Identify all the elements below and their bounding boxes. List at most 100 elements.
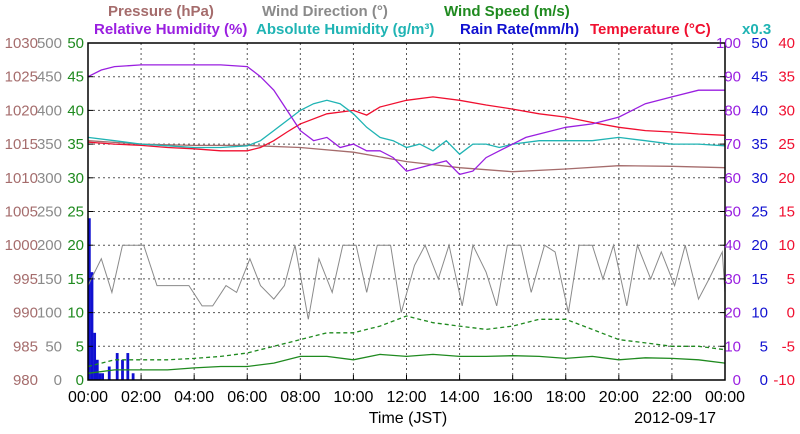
tick-wind-speed: 25: [67, 204, 84, 221]
tick-rh: 100: [716, 35, 741, 52]
tick-rh: 0: [733, 372, 741, 389]
legend-wind-direction: Wind Direction (°): [262, 3, 388, 20]
tick-pressure: 990: [13, 305, 38, 322]
tick-pressure: 980: [13, 372, 38, 389]
x-tick-label: 22:00: [652, 389, 692, 406]
rain-bar: [98, 373, 102, 380]
x-tick-label: 02:00: [121, 389, 161, 406]
legend-rain-rate: Rain Rate(mm/h): [460, 21, 579, 38]
tick-pressure: 1025: [5, 69, 38, 86]
tick-wind-dir: 150: [37, 271, 62, 288]
tick-wind-dir: 100: [37, 305, 62, 322]
series-pressure: [87, 140, 726, 173]
tick-rh: 50: [724, 204, 741, 221]
tick-wind-dir: 300: [37, 170, 62, 187]
tick-wind-dir: 400: [37, 102, 62, 119]
legend-absolute-humidity: Absolute Humidity (g/m³): [256, 21, 434, 38]
tick-wind-dir: 250: [37, 204, 62, 221]
tick-wind-dir: 200: [37, 237, 62, 254]
rain-bar: [126, 353, 130, 380]
tick-rain: 50: [751, 35, 768, 52]
legend-relative-humidity: Relative Humidity (%): [94, 21, 247, 38]
tick-rain: 5: [760, 338, 768, 355]
tick-wind-speed: 45: [67, 69, 84, 86]
series-wind-speed-gust: [87, 315, 726, 368]
legend-temperature: Temperature (°C): [590, 21, 711, 38]
tick-wind-dir: 350: [37, 136, 62, 153]
tick-wind-speed: 40: [67, 102, 84, 119]
tick-pressure: 995: [13, 271, 38, 288]
tick-rain: 30: [751, 170, 768, 187]
series-wind-dir: [87, 243, 726, 320]
x-tick-label: 06:00: [227, 389, 267, 406]
rain-bar: [90, 272, 94, 380]
tick-temp: 30: [778, 102, 795, 119]
tick-temp: 0: [787, 305, 795, 322]
tick-temp: 5: [787, 271, 795, 288]
tick-wind-speed: 5: [76, 338, 84, 355]
rain-bar: [131, 373, 135, 380]
tick-temp: 40: [778, 35, 795, 52]
legend: Pressure (hPa) Wind Direction (°) Wind S…: [94, 3, 771, 38]
tick-temp: -10: [773, 372, 795, 389]
tick-rh: 30: [724, 271, 741, 288]
series-ah: [87, 99, 726, 156]
tick-temp: 15: [778, 204, 795, 221]
tick-rh: 70: [724, 136, 741, 153]
x-axis-label: Time (JST): [369, 410, 448, 427]
rain-bar: [107, 366, 111, 380]
tick-wind-speed: 0: [76, 372, 84, 389]
rain-bar: [93, 332, 97, 380]
x-tick-label: 08:00: [280, 389, 320, 406]
tick-rh: 90: [724, 69, 741, 86]
rain-bar: [115, 353, 119, 380]
date-label: 2012-09-17: [634, 410, 716, 427]
tick-rain: 25: [751, 204, 768, 221]
x-tick-label: 00:00: [68, 389, 108, 406]
tick-wind-speed: 30: [67, 170, 84, 187]
tick-rain: 10: [751, 305, 768, 322]
x-tick-label: 04:00: [174, 389, 214, 406]
tick-wind-speed: 35: [67, 136, 84, 153]
tick-rain: 45: [751, 69, 768, 86]
x-tick-label: 10:00: [333, 389, 373, 406]
tick-temp: 35: [778, 69, 795, 86]
x-tick-label: 20:00: [599, 389, 639, 406]
tick-temp: -5: [782, 338, 795, 355]
tick-rh: 60: [724, 170, 741, 187]
tick-temp: 25: [778, 136, 795, 153]
tick-rain: 20: [751, 237, 768, 254]
tick-pressure: 1010: [5, 170, 38, 187]
tick-wind-dir: 450: [37, 69, 62, 86]
tick-rh: 20: [724, 305, 741, 322]
tick-temp: 10: [778, 237, 795, 254]
x-tick-label: 16:00: [493, 389, 533, 406]
series-rh: [87, 64, 725, 176]
tick-pressure: 1015: [5, 136, 38, 153]
tick-pressure: 1000: [5, 237, 38, 254]
tick-pressure: 985: [13, 338, 38, 355]
x-tick-label: 00:00: [705, 389, 745, 406]
legend-wind-speed: Wind Speed (m/s): [444, 3, 570, 20]
x-tick-label: 14:00: [440, 389, 480, 406]
rain-bar: [87, 218, 91, 380]
tick-temp: 20: [778, 170, 795, 187]
tick-rain: 0: [760, 372, 768, 389]
tick-wind-dir: 50: [45, 338, 62, 355]
x-tick-label: 18:00: [546, 389, 586, 406]
tick-rh: 80: [724, 102, 741, 119]
series-temp: [87, 96, 726, 152]
tick-rh: 10: [724, 338, 741, 355]
x-tick-label: 12:00: [386, 389, 426, 406]
tick-rh: 40: [724, 237, 741, 254]
tick-pressure: 1005: [5, 204, 38, 221]
plot-area: [87, 43, 726, 380]
tick-rain: 15: [751, 271, 768, 288]
rain-bar: [101, 373, 104, 380]
rain-bar: [95, 359, 99, 380]
tick-wind-dir: 500: [37, 35, 62, 52]
tick-rain: 40: [751, 102, 768, 119]
tick-pressure: 1020: [5, 102, 38, 119]
tick-wind-speed: 20: [67, 237, 84, 254]
